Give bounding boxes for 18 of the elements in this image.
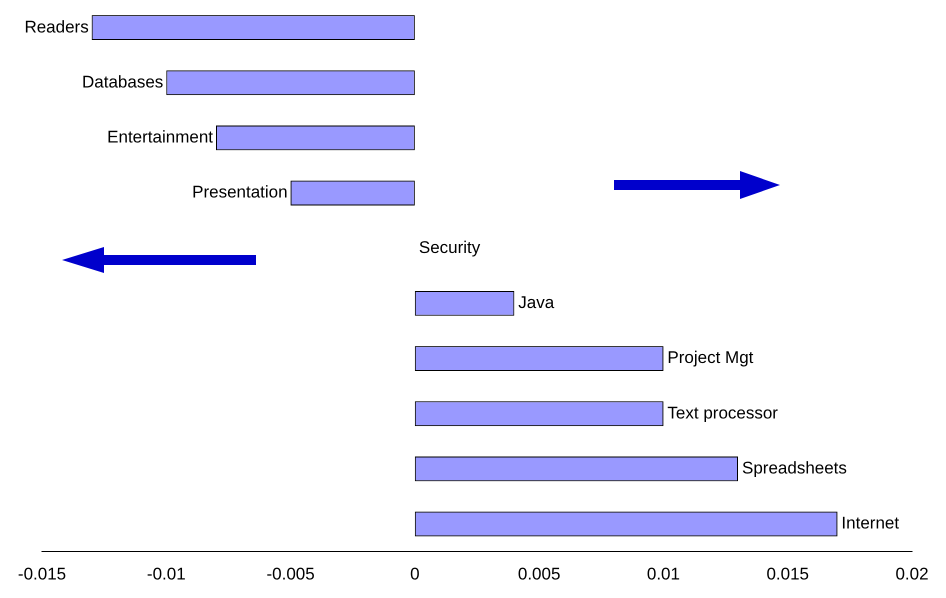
- y-tick-label: Internet: [841, 514, 900, 533]
- x-tick-label: 0.02: [895, 564, 929, 584]
- x-tick-label: -0.005: [266, 564, 315, 584]
- x-tick-label: 0.01: [646, 564, 680, 584]
- y-tick-label: Databases: [82, 72, 164, 92]
- x-tick-label: -0.015: [18, 564, 66, 584]
- x-tick-label: 0.005: [518, 564, 560, 584]
- y-tick-label: Project Mgt: [667, 348, 754, 368]
- y-tick-label: Spreadsheets: [742, 458, 847, 478]
- y-tick-label: Java: [518, 293, 555, 312]
- y-tick-label: Security: [418, 238, 481, 257]
- y-tick-label: Entertainment: [107, 128, 214, 147]
- y-tick-label: Readers: [24, 17, 89, 36]
- x-tick-label: 0.015: [766, 564, 809, 584]
- y-tick-label: Presentation: [192, 182, 288, 202]
- x-tick-label: 0: [410, 564, 420, 584]
- x-tick-label: -0.01: [146, 564, 186, 584]
- y-tick-label: Text processor: [667, 403, 778, 422]
